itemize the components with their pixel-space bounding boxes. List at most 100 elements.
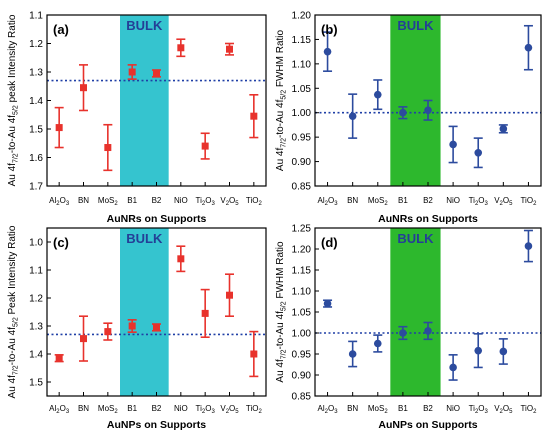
x-tick-label: B2 bbox=[152, 196, 162, 205]
marker-circle bbox=[449, 140, 457, 149]
marker-square bbox=[128, 68, 136, 76]
data-point bbox=[398, 325, 408, 341]
x-tick-label: BN bbox=[78, 404, 89, 413]
panel-c: BULK 1.0 1.1 1.2 1.3 1.4 1.5 Al2​O3​ BN MoS2​ B1 B2… bbox=[7, 225, 267, 431]
marker-square bbox=[153, 69, 160, 77]
data-point bbox=[103, 123, 113, 172]
x-tick-label: BN bbox=[78, 196, 89, 205]
y-tick-label: 0.90 bbox=[292, 157, 312, 168]
bulk-label: BULK bbox=[397, 231, 434, 246]
y-tick-label: 1.20 bbox=[292, 11, 312, 22]
marker-circle bbox=[524, 242, 533, 250]
panel-label: (b) bbox=[321, 22, 338, 37]
marker-circle bbox=[424, 327, 432, 335]
data-point bbox=[176, 38, 186, 58]
marker-circle bbox=[524, 43, 533, 52]
marker-square bbox=[250, 112, 258, 120]
y-tick-label: 1.5 bbox=[29, 378, 43, 389]
marker-square bbox=[80, 335, 87, 343]
y-tick-label: 1.2 bbox=[29, 39, 43, 50]
data-point bbox=[523, 24, 533, 71]
marker-square bbox=[226, 291, 233, 299]
data-point bbox=[323, 31, 333, 72]
bulk-region bbox=[120, 15, 169, 186]
x-axis-title: AuNPs on Supports bbox=[378, 419, 477, 431]
marker-circle bbox=[323, 47, 332, 56]
bulk-region bbox=[390, 228, 441, 396]
y-tick-label: 0.85 bbox=[292, 392, 312, 403]
data-point bbox=[152, 69, 161, 78]
y-tick-label: 1.3 bbox=[29, 68, 43, 79]
x-tick-label: B1 bbox=[398, 404, 408, 413]
x-tick-label: Ti2​O3​ bbox=[469, 404, 489, 415]
y-tick-label: 1.2 bbox=[29, 294, 43, 305]
data-point bbox=[373, 79, 383, 111]
data-point bbox=[54, 354, 64, 363]
x-axis-title: AuNRs on Supports bbox=[107, 213, 207, 225]
marker-square bbox=[201, 309, 209, 317]
y-tick-label: 1.1 bbox=[29, 266, 43, 277]
data-point bbox=[448, 354, 458, 381]
x-tick-label: TiO2​ bbox=[520, 196, 537, 207]
marker-square bbox=[177, 44, 185, 52]
x-axis-title: AuNPs on Supports bbox=[107, 419, 206, 431]
y-tick-label: 1.1 bbox=[29, 11, 43, 22]
marker-circle bbox=[373, 339, 382, 348]
data-point bbox=[225, 273, 234, 318]
y-tick-label: 1.05 bbox=[292, 308, 312, 319]
data-point bbox=[127, 64, 137, 80]
data-point bbox=[200, 132, 210, 160]
data-point bbox=[152, 323, 161, 332]
y-tick-label: 0.95 bbox=[292, 350, 312, 361]
bulk-label: BULK bbox=[126, 231, 163, 246]
y-axis-title: Au 4f7/2-to-Au 4f5/2 FWHM Ratio bbox=[275, 29, 288, 171]
marker-square bbox=[104, 144, 112, 152]
marker-square bbox=[201, 142, 209, 150]
data-point bbox=[249, 330, 259, 378]
marker-circle bbox=[474, 346, 483, 355]
x-tick-label: B2 bbox=[423, 196, 433, 205]
data-point bbox=[103, 322, 113, 341]
data-point bbox=[423, 321, 433, 341]
panel-d: BULK 0.85 0.90 0.95 1.00 1.05 1.10 1.15 1.20 1.25… bbox=[275, 224, 542, 431]
x-tick-label: B1 bbox=[398, 196, 408, 205]
y-axis-title: Au 4f7/2-to-Au 4f5/2 FWHM Ratio bbox=[275, 241, 288, 383]
marker-circle bbox=[348, 112, 357, 120]
data-point bbox=[225, 42, 234, 56]
marker-square bbox=[55, 354, 63, 362]
marker-circle bbox=[348, 350, 357, 358]
y-tick-label: 1.6 bbox=[29, 153, 43, 164]
panel-label: (c) bbox=[53, 235, 69, 250]
marker-square bbox=[226, 45, 233, 53]
data-point bbox=[54, 106, 64, 149]
data-point bbox=[79, 64, 88, 112]
data-point bbox=[498, 338, 508, 365]
marker-circle bbox=[373, 90, 382, 99]
x-tick-label: Ti2​O3​ bbox=[196, 196, 216, 207]
data-point bbox=[200, 288, 210, 339]
y-axis-title: Au 4f7/2-to-Au 4f5/2 Peak Intensity Rati… bbox=[7, 225, 20, 398]
data-point bbox=[127, 319, 137, 333]
data-point bbox=[249, 94, 259, 139]
data-point bbox=[323, 299, 333, 308]
y-tick-label: 1.25 bbox=[292, 224, 312, 235]
marker-square bbox=[153, 323, 160, 331]
y-tick-label: 1.0 bbox=[29, 238, 43, 249]
x-tick-label: MoS2​ bbox=[368, 196, 388, 207]
x-tick-label: NiO bbox=[446, 404, 460, 413]
marker-square bbox=[177, 255, 185, 263]
x-tick-label: NiO bbox=[446, 196, 460, 205]
x-tick-label: BN bbox=[347, 196, 358, 205]
y-tick-label: 0.95 bbox=[292, 133, 312, 144]
data-point bbox=[348, 93, 358, 139]
data-point bbox=[473, 137, 483, 169]
y-tick-label: 1.10 bbox=[292, 287, 312, 298]
y-tick-label: 0.90 bbox=[292, 371, 312, 382]
x-tick-label: MoS2​ bbox=[98, 196, 118, 207]
data-point bbox=[398, 106, 408, 120]
x-tick-label: V2​O5​ bbox=[220, 404, 239, 415]
marker-circle bbox=[399, 329, 407, 337]
x-tick-label: V2​O5​ bbox=[494, 196, 513, 207]
x-tick-label: TiO2​ bbox=[246, 196, 263, 207]
panel-label: (a) bbox=[53, 22, 69, 37]
